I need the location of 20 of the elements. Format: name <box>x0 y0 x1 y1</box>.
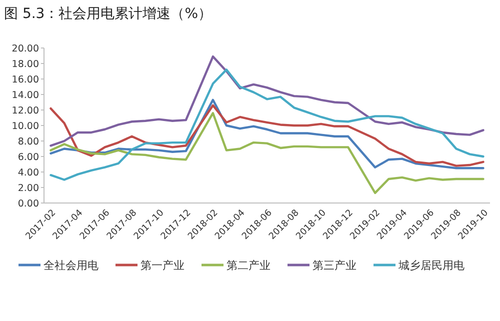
y-tick-label: 2.00 <box>18 183 39 194</box>
y-tick-label: 14.00 <box>12 90 39 101</box>
y-tick-label: 20.00 <box>12 44 39 54</box>
legend-label: 第三产业 <box>312 259 356 272</box>
chart-title: 图 5.3：社会用电累计增速（%） <box>4 6 212 22</box>
legend-label: 第二产业 <box>226 259 270 272</box>
legend-label: 全社会用电 <box>44 259 98 272</box>
line-series <box>50 112 484 194</box>
y-tick-label: 16.00 <box>12 74 39 86</box>
y-tick-label: 0.00 <box>18 198 39 210</box>
y-tick-label: 4.00 <box>18 168 39 178</box>
y-tick-label: 12.00 <box>12 106 39 116</box>
legend-label: 城乡居民用电 <box>398 259 464 272</box>
line-series <box>50 55 484 147</box>
y-tick-label: 18.00 <box>12 59 39 70</box>
y-tick-label: 6.00 <box>18 152 39 163</box>
legend-label: 第一产业 <box>140 259 184 272</box>
y-tick-label: 10.00 <box>12 121 39 132</box>
y-tick-label: 8.00 <box>18 136 39 148</box>
line-series <box>50 68 484 181</box>
